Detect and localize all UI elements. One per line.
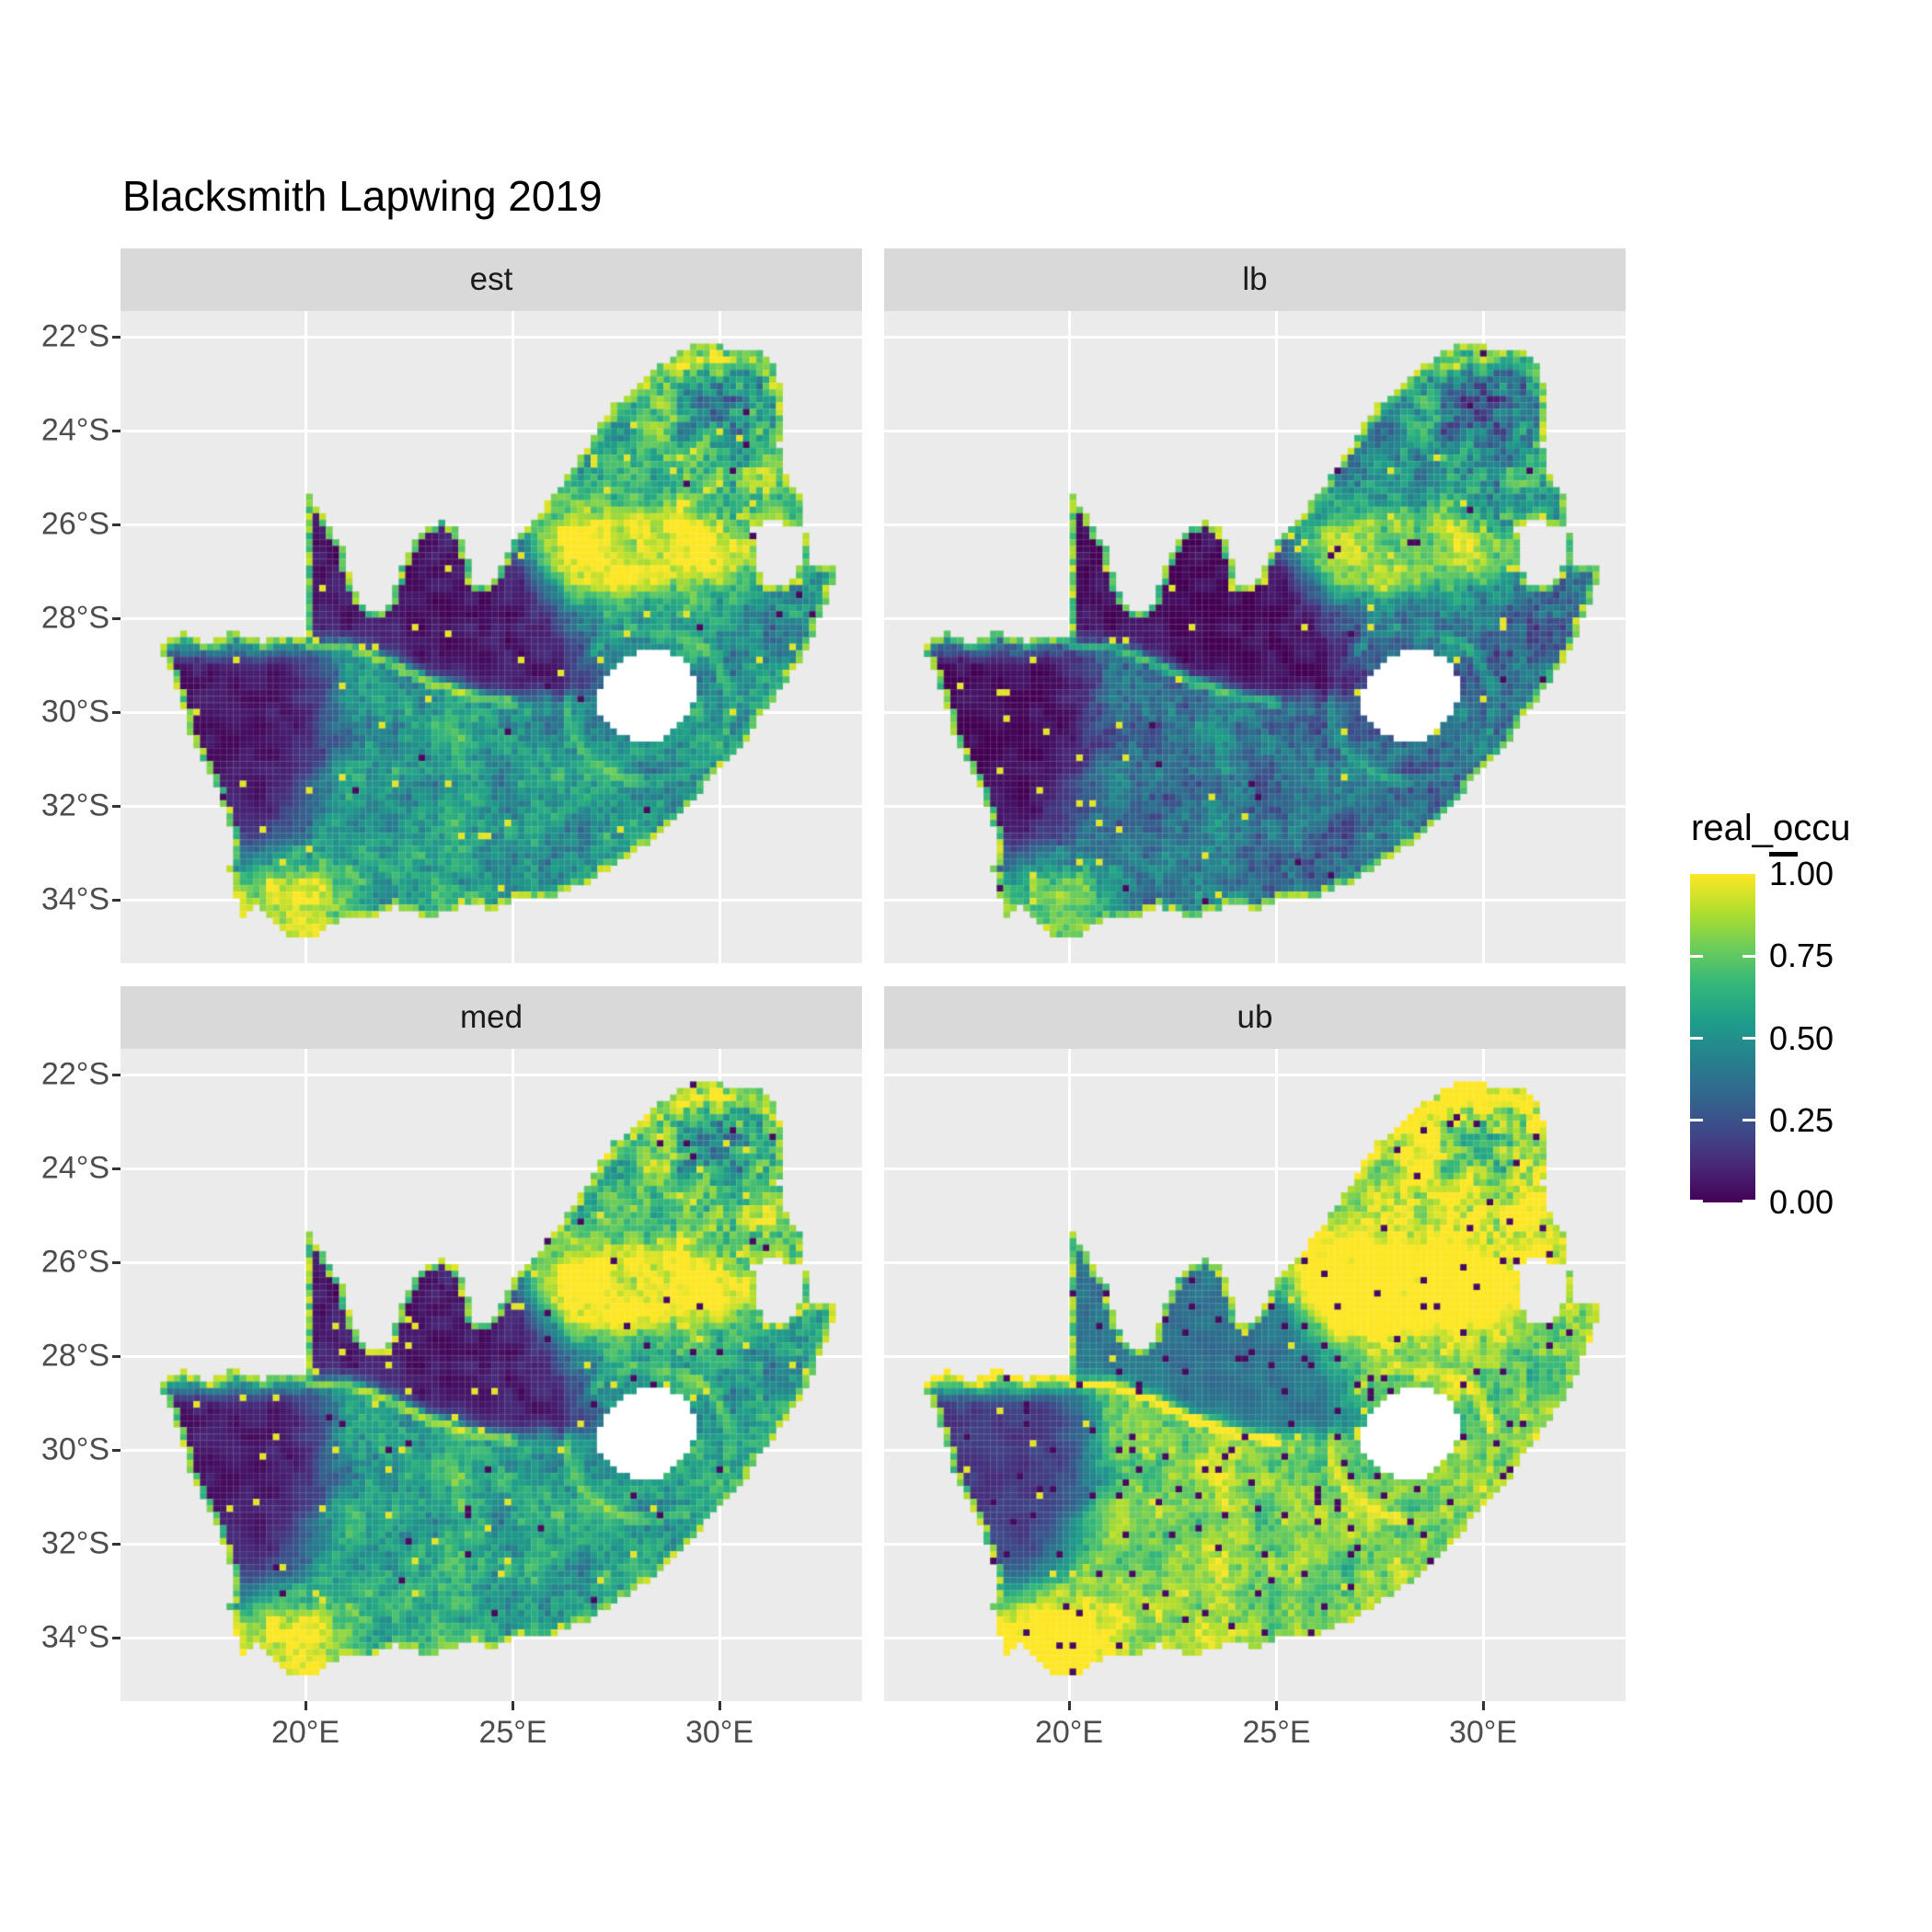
y-axis-label: 28°S bbox=[40, 1338, 109, 1374]
facet-strip-label: med bbox=[459, 999, 523, 1035]
y-axis-tick bbox=[112, 1167, 121, 1170]
raster-map-med bbox=[121, 1049, 862, 1701]
legend-tick bbox=[1742, 1037, 1755, 1040]
x-axis-label: 30°E bbox=[684, 1715, 754, 1750]
y-axis-tick bbox=[112, 1448, 121, 1452]
y-axis-tick bbox=[112, 429, 121, 432]
y-axis-label: 34°S bbox=[40, 1619, 109, 1655]
facet-strip-est: est bbox=[121, 248, 862, 311]
facet-strip-ub: ub bbox=[884, 986, 1626, 1049]
y-axis-tick bbox=[112, 710, 121, 714]
x-axis-tick bbox=[304, 1701, 307, 1710]
legend-tick bbox=[1742, 1200, 1755, 1203]
y-axis-label: 28°S bbox=[40, 600, 109, 636]
facet-strip-label: est bbox=[469, 261, 513, 297]
legend-tick bbox=[1742, 954, 1755, 958]
legend-tick bbox=[1690, 1037, 1703, 1040]
legend-label-0.75: 0.75 bbox=[1769, 937, 1834, 974]
y-axis-tick bbox=[112, 1260, 121, 1264]
facet-strip-label: lb bbox=[1242, 261, 1268, 297]
legend-colorbar bbox=[1690, 874, 1755, 1203]
raster-map-est bbox=[121, 311, 862, 963]
y-axis-tick bbox=[112, 1354, 121, 1358]
y-axis-label: 24°S bbox=[40, 412, 109, 448]
y-axis-tick bbox=[112, 1636, 121, 1639]
y-axis-label: 22°S bbox=[40, 318, 109, 354]
y-axis-label: 32°S bbox=[40, 1525, 109, 1561]
legend-label-0.00: 0.00 bbox=[1769, 1183, 1834, 1221]
y-axis-label: 30°S bbox=[40, 1432, 109, 1467]
y-axis-label: 26°S bbox=[40, 1244, 109, 1280]
y-axis-tick bbox=[112, 1073, 121, 1076]
y-axis-label: 26°S bbox=[40, 506, 109, 542]
y-axis-tick bbox=[112, 1542, 121, 1546]
legend-tick bbox=[1742, 1119, 1755, 1122]
map-panel-med bbox=[121, 1049, 862, 1701]
y-axis-tick bbox=[112, 335, 121, 339]
raster-map-lb bbox=[884, 311, 1626, 963]
legend-tick bbox=[1690, 1119, 1703, 1122]
x-axis-label: 20°E bbox=[1034, 1715, 1104, 1750]
y-axis-label: 30°S bbox=[40, 694, 109, 730]
legend-tick bbox=[1690, 954, 1703, 958]
legend-label-0.50: 0.50 bbox=[1769, 1019, 1834, 1057]
facet-strip-label: ub bbox=[1236, 999, 1273, 1035]
facet-strip-lb: lb bbox=[884, 248, 1626, 311]
legend-top-tick bbox=[1769, 852, 1798, 857]
legend-label-1.00: 1.00 bbox=[1769, 855, 1834, 892]
y-axis-tick bbox=[112, 898, 121, 902]
raster-map-ub bbox=[884, 1049, 1626, 1701]
legend-label-0.25: 0.25 bbox=[1769, 1101, 1834, 1139]
x-axis-label: 30°E bbox=[1448, 1715, 1518, 1750]
y-axis-label: 24°S bbox=[40, 1150, 109, 1186]
legend-title: real_occu bbox=[1691, 808, 1851, 848]
x-axis-tick bbox=[1275, 1701, 1278, 1710]
page-title: Blacksmith Lapwing 2019 bbox=[122, 172, 603, 220]
y-axis-tick bbox=[112, 616, 121, 620]
x-axis-tick bbox=[1481, 1701, 1485, 1710]
x-axis-tick bbox=[1067, 1701, 1071, 1710]
legend-tick bbox=[1690, 1200, 1703, 1203]
map-panel-est bbox=[121, 311, 862, 963]
facet-strip-med: med bbox=[121, 986, 862, 1049]
x-axis-label: 25°E bbox=[1242, 1715, 1311, 1750]
x-axis-label: 20°E bbox=[270, 1715, 340, 1750]
y-axis-tick bbox=[112, 804, 121, 808]
y-axis-label: 34°S bbox=[40, 881, 109, 917]
map-panel-lb bbox=[884, 311, 1626, 963]
x-axis-tick bbox=[512, 1701, 514, 1710]
x-axis-label: 25°E bbox=[478, 1715, 547, 1750]
map-panel-ub bbox=[884, 1049, 1626, 1701]
y-axis-tick bbox=[112, 523, 121, 526]
x-axis-tick bbox=[718, 1701, 721, 1710]
y-axis-label: 22°S bbox=[40, 1056, 109, 1092]
y-axis-label: 32°S bbox=[40, 788, 109, 823]
